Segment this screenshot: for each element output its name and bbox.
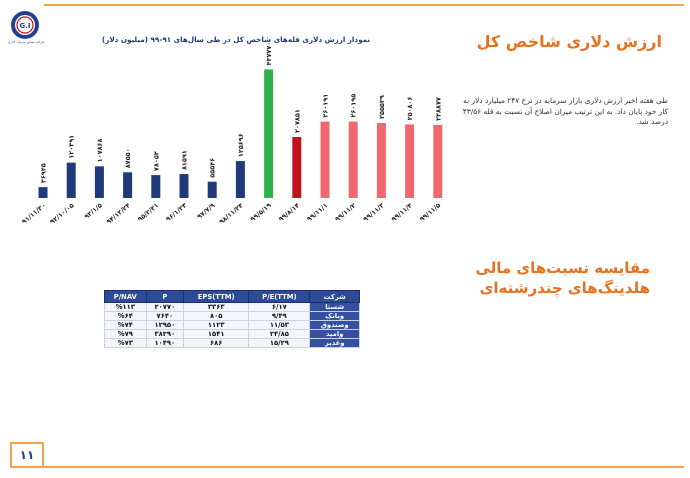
- financial-ratios-table: P/NAV P EPS(TTM) P/E(TTM) شرکت %۱۱۳ ۲۰۷۷…: [104, 290, 360, 348]
- cell-price: ۲۰۷۷۰: [145, 302, 185, 312]
- category-label: ۹۸/۱۱/۲۴: [218, 201, 245, 226]
- category-label: ۹۲/۱۰/۰۵: [48, 201, 75, 226]
- cell-company: وصندوق: [309, 320, 360, 330]
- cell-pnav: %۷۳: [104, 338, 147, 348]
- bar-value-label: ۷۸۰۵۳: [152, 151, 160, 171]
- bar-value-label: ۸۷۵۵۰: [124, 148, 132, 168]
- bar-value-label: ۲۴۸۸۷۷: [434, 97, 442, 121]
- bar-value-label: ۲۵۰۸۰۶: [406, 97, 414, 121]
- bar-value-label: ۲۶۰۱۹۱: [322, 94, 330, 118]
- category-label: ۹۱/۱۱/۳۰: [20, 201, 47, 225]
- header-pnav: P/NAV: [104, 290, 147, 303]
- cell-pe: ۱۵/۲۹: [248, 338, 311, 348]
- category-label: ۹۹/۱۱/۱: [305, 201, 329, 223]
- chart-bar: [123, 172, 133, 198]
- description-text: طی هفته اخیر ارزش دلاری بازار سرمایه در …: [462, 96, 668, 126]
- section-title: مقایسه نسبت‌های مالی هلدینگ‌های چندرشته‌…: [475, 258, 650, 298]
- chart-bar: [66, 162, 76, 198]
- cell-pnav: %۶۴: [104, 311, 147, 321]
- category-label: ۹۴/۱۲/۲۴: [105, 201, 132, 226]
- chart-bar: [94, 166, 104, 198]
- chart-bar: [433, 124, 443, 198]
- cell-price: ۷۶۴۰: [145, 311, 185, 321]
- table-header-row: P/NAV P EPS(TTM) P/E(TTM) شرکت: [104, 290, 360, 303]
- company-logo: G.I: [11, 11, 39, 39]
- cell-company: وبانک: [309, 311, 360, 321]
- chart-bar: [320, 121, 330, 198]
- cell-pe: ۱۱/۵۳: [248, 320, 311, 330]
- category-label: ۹۹/۱۱/۵: [418, 201, 442, 223]
- chart-bar: [376, 122, 386, 198]
- cell-company: شستا: [309, 302, 360, 312]
- cell-pe: ۶/۱۷: [248, 302, 311, 312]
- cell-pnav: %۷۴: [104, 320, 147, 330]
- cell-company: وامید: [309, 329, 360, 339]
- section-title-line2: هلدینگ‌های چندرشته‌ای: [479, 279, 650, 297]
- cell-eps: ۱۱۲۳: [183, 320, 250, 330]
- category-label: ۹۹/۱۱/۲: [334, 201, 358, 223]
- category-label: ۹۳/۱/۵: [83, 201, 104, 220]
- logo-caption: شرکت مشاور سرمایه گذاری: [7, 40, 45, 44]
- table-row: %۷۴ ۱۲۹۵۰ ۱۱۲۳ ۱۱/۵۳ وصندوق: [104, 320, 360, 330]
- category-label: ۹۹/۱۱/۴: [390, 201, 414, 223]
- header-pe: P/E(TTM): [248, 290, 311, 303]
- bar-value-label: ۲۵۵۵۳۹: [378, 95, 386, 119]
- chart-bar: [405, 124, 415, 198]
- cell-eps: ۳۳۶۳: [183, 302, 250, 312]
- chart-bar: [264, 69, 274, 198]
- table-row: %۷۳ ۱۰۴۹۰ ۶۸۶ ۱۵/۲۹ وغدیر: [104, 338, 360, 348]
- bar-value-label: ۵۵۵۴۶: [209, 158, 217, 178]
- bar-value-label: ۲۰۷۸۵۱: [293, 109, 301, 133]
- cell-price: ۱۰۴۹۰: [145, 338, 185, 348]
- bar-value-label: ۲۶۰۱۹۵: [350, 94, 358, 118]
- chart-title: نمودار ارزش دلاری قله‌های شاخص کل در طی …: [102, 35, 371, 44]
- bar-value-label: ۸۱۵۹۱: [181, 150, 189, 170]
- cell-pnav: %۷۹: [104, 329, 147, 339]
- page-number: ۱۱: [10, 442, 44, 468]
- category-label: ۹۹/۵/۱۹: [249, 201, 273, 223]
- cell-pe: ۹/۴۹: [248, 311, 311, 321]
- top-divider: [44, 4, 684, 6]
- cell-company: وغدیر: [309, 338, 360, 348]
- dollar-value-chart: نمودار ارزش دلاری قله‌های شاخص کل در طی …: [20, 35, 443, 226]
- category-label: ۹۹/۱۱/۳: [362, 201, 386, 223]
- bar-value-label: ۱۲۵۶۹۶: [237, 133, 245, 157]
- section-title-line1: مقایسه نسبت‌های مالی: [475, 259, 650, 277]
- cell-eps: ۸۰۵: [183, 311, 250, 321]
- chart-bar: [348, 121, 358, 198]
- bar-value-label: ۱۲۰۳۹۱: [68, 135, 76, 159]
- chart-bar: [179, 174, 189, 198]
- svg-text:G.I: G.I: [19, 22, 30, 30]
- cell-price: ۱۲۹۵۰: [145, 320, 185, 330]
- table-row: %۷۹ ۳۸۲۹۰ ۱۵۴۱ ۲۴/۸۵ وامید: [104, 329, 360, 339]
- header-eps: EPS(TTM): [183, 290, 250, 303]
- header-price: P: [145, 290, 185, 303]
- category-label: ۹۹/۸/۱۴: [277, 201, 301, 223]
- chart-bar: [292, 136, 302, 198]
- category-label: ۹۷/۷/۹: [196, 201, 217, 220]
- page-title: ارزش دلاری شاخص کل: [476, 32, 662, 51]
- bar-value-label: ۱۰۷۸۶۸: [96, 138, 104, 162]
- chart-bar: [151, 175, 161, 198]
- bottom-divider: [44, 466, 684, 468]
- cell-pe: ۲۴/۸۵: [248, 329, 311, 339]
- category-label: ۹۵/۲/۳۱: [136, 201, 160, 223]
- cell-eps: ۶۸۶: [183, 338, 250, 348]
- chart-bar: [207, 181, 217, 198]
- chart-bar: [235, 161, 245, 198]
- header-company: شرکت: [309, 290, 360, 303]
- cell-eps: ۱۵۴۱: [183, 329, 250, 339]
- cell-price: ۳۸۲۹۰: [145, 329, 185, 339]
- category-label: ۹۶/۱/۲۳: [164, 201, 188, 223]
- chart-bar: [38, 187, 48, 198]
- table-row: %۱۱۳ ۲۰۷۷۰ ۳۳۶۳ ۶/۱۷ شستا: [104, 302, 360, 312]
- bar-value-label: ۳۶۹۴۵: [40, 163, 48, 183]
- bar-value-label: ۴۳۷۷۷۰: [265, 42, 273, 66]
- table-row: %۶۴ ۷۶۴۰ ۸۰۵ ۹/۴۹ وبانک: [104, 311, 360, 321]
- cell-pnav: %۱۱۳: [104, 302, 147, 312]
